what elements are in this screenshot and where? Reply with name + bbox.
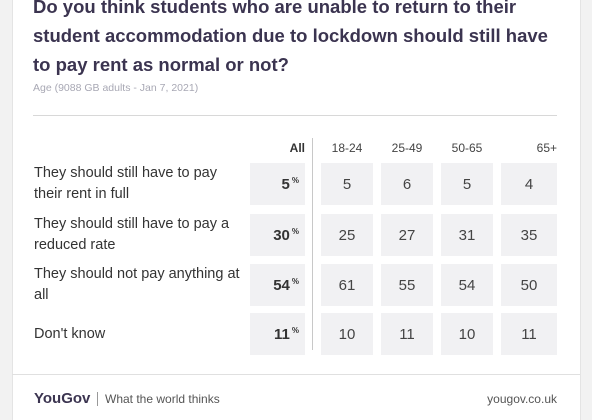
row-label: They should not pay anything at all	[34, 266, 240, 303]
column-header: 65+	[536, 141, 557, 155]
cell: 5	[321, 163, 373, 205]
all-value: 11	[274, 325, 290, 343]
cell: 54	[441, 264, 493, 306]
footer-divider	[12, 374, 580, 375]
row-label: Don't know	[34, 325, 106, 342]
cell: 50	[501, 264, 557, 306]
cell: 6	[381, 163, 433, 205]
all-unit: %	[291, 276, 299, 286]
all-cell: 5%	[250, 163, 305, 205]
row-label: They should still have to pay a reduced …	[34, 216, 230, 253]
column-divider	[312, 138, 313, 350]
all-unit: %	[291, 325, 299, 335]
column-header: All	[289, 141, 305, 155]
logo: YouGov	[34, 390, 91, 407]
cell: 10	[321, 313, 373, 355]
divider	[33, 115, 557, 116]
cell: 27	[381, 214, 433, 256]
row-label: They should still have to pay their rent…	[34, 165, 217, 202]
cell: 55	[381, 264, 433, 306]
cell: 11	[381, 313, 433, 355]
all-unit: %	[291, 175, 299, 185]
column-header: 50-65	[451, 141, 483, 155]
cell: 61	[321, 264, 373, 306]
all-cell: 54%	[250, 264, 305, 306]
all-cell: 30%	[250, 214, 305, 256]
tagline: What the world thinks	[105, 392, 220, 406]
all-cell: 11%	[250, 313, 305, 355]
column-header: 25-49	[391, 141, 423, 155]
all-value: 30	[273, 226, 290, 244]
cell: 5	[441, 163, 493, 205]
cell: 25	[321, 214, 373, 256]
subtitle: Age (9088 GB adults - Jan 7, 2021)	[33, 82, 199, 94]
cell: 35	[501, 214, 557, 256]
separator	[97, 392, 98, 406]
all-value: 54	[273, 276, 290, 294]
all-value: 5	[281, 175, 290, 193]
cell: 11	[501, 313, 557, 355]
title: Do you think students who are unable to …	[33, 0, 548, 75]
cell: 4	[501, 163, 557, 205]
column-header: 18-24	[331, 141, 363, 155]
all-unit: %	[291, 226, 299, 236]
page: {"header": {"title": "Do you think stude…	[12, 0, 581, 420]
url: yougov.co.uk	[487, 392, 557, 406]
cell: 10	[441, 313, 493, 355]
cell: 31	[441, 214, 493, 256]
